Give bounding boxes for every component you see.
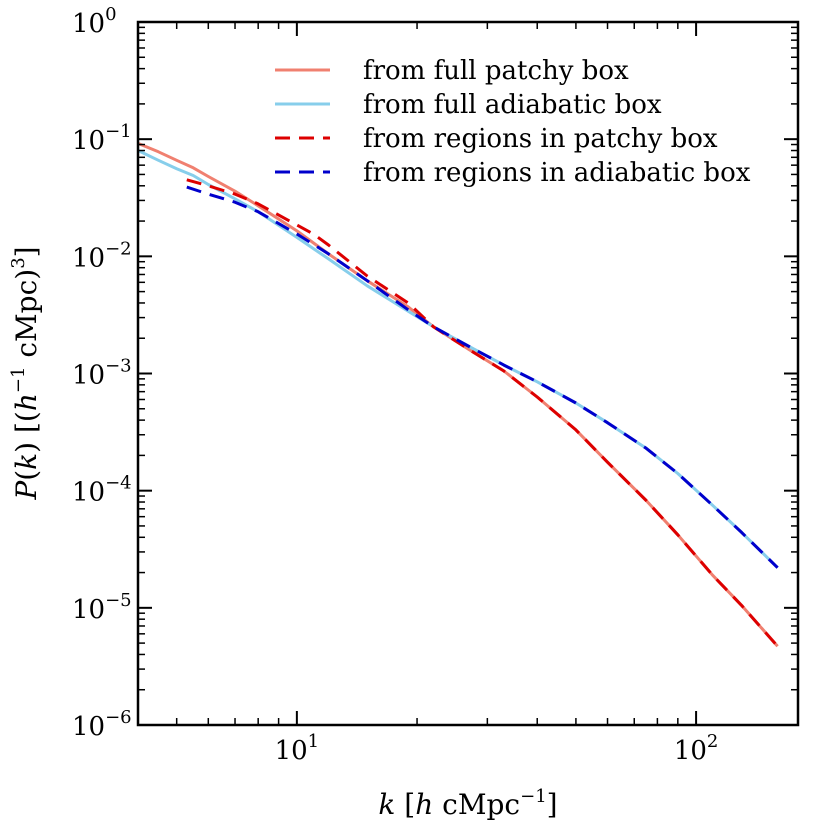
y-tick-label-base-2: 10: [72, 243, 105, 273]
y-axis-label-pc: ): [10, 442, 43, 453]
legend: from full patchy box from full adiabatic …: [275, 56, 751, 188]
x-tick-label-base-0: 10: [275, 736, 308, 766]
y-tick-label-base-3: 10: [72, 361, 105, 391]
y-axis-label-exp3: 3: [8, 257, 29, 268]
series-line-2: [186, 178, 779, 648]
y-axis-label-k: k: [10, 453, 43, 470]
plot-frame: [136, 20, 800, 727]
legend-label-0: from full patchy box: [363, 56, 629, 86]
x-axis-label: k [h cMpc−1]: [378, 786, 557, 821]
x-axis-label-close: ]: [547, 788, 558, 821]
y-tick-label-exp-5: −5: [105, 590, 132, 611]
x-tick-label-0: 101: [275, 731, 320, 766]
x-tick-label-exp-1: 2: [707, 731, 718, 752]
x-tick-label-1: 102: [674, 731, 719, 766]
y-tick-label-exp-4: −4: [105, 473, 132, 494]
x-tick-label-exp-0: 1: [308, 731, 319, 752]
y-axis-label-open: [(: [10, 411, 43, 442]
series-line-1: [137, 149, 779, 569]
x-axis-label-k: k: [378, 788, 395, 821]
y-tick-label-6: 10−6: [72, 707, 132, 742]
series-line-0: [137, 142, 779, 648]
y-axis-label-P: P: [10, 480, 43, 501]
series-layer: [137, 142, 779, 648]
y-axis-label-exp1: −1: [8, 367, 29, 394]
legend-label-3: from regions in adiabatic box: [363, 158, 751, 188]
y-tick-label-3: 10−3: [72, 356, 132, 391]
y-tick-label-base-1: 10: [72, 126, 105, 156]
y-axis-label: P(k) [(h−1 cMpc)3]: [8, 246, 43, 500]
legend-label-2: from regions in patchy box: [363, 124, 718, 154]
y-axis-label-close: ]: [10, 246, 43, 257]
y-tick-label-5: 10−5: [72, 590, 132, 625]
legend-label-1: from full adiabatic box: [363, 90, 662, 120]
y-tick-label-exp-6: −6: [105, 707, 132, 728]
y-tick-label-exp-3: −3: [105, 356, 132, 377]
y-axis-label-h: h: [10, 393, 43, 411]
y-axis-label-po: (: [10, 470, 43, 481]
x-axis-label-exp: −1: [520, 786, 547, 807]
y-tick-label-4: 10−4: [72, 473, 132, 508]
y-axis-label-unit: cMpc): [10, 269, 43, 367]
x-axis-label-unit: cMpc: [433, 788, 520, 821]
x-axis-label-h: h: [415, 788, 433, 821]
x-axis-label-open: [: [395, 788, 415, 821]
series-line-3: [186, 185, 779, 569]
y-tick-label-exp-0: 0: [105, 4, 116, 25]
y-tick-label-2: 10−2: [72, 238, 132, 273]
x-tick-label-base-1: 10: [674, 736, 707, 766]
y-tick-label-base-0: 10: [72, 9, 105, 39]
y-tick-label-base-5: 10: [72, 595, 105, 625]
y-tick-label-base-4: 10: [72, 478, 105, 508]
y-tick-label-base-6: 10: [72, 712, 105, 742]
y-tick-label-exp-2: −2: [105, 238, 132, 259]
y-tick-label-0: 100: [72, 4, 117, 39]
y-tick-label-1: 10−1: [72, 121, 132, 156]
y-tick-label-exp-1: −1: [105, 121, 132, 142]
